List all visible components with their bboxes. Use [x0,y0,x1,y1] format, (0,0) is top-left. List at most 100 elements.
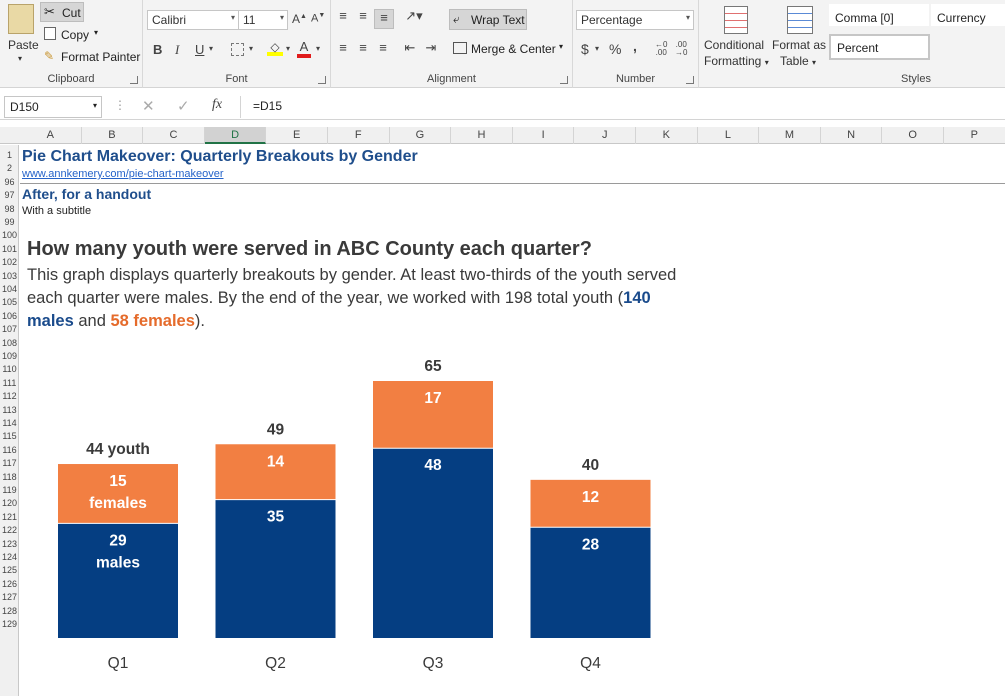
row-header-102[interactable]: 102 [1,257,18,268]
formula-input[interactable]: =D15 [240,96,1003,118]
row-header-119[interactable]: 119 [2,485,17,495]
row-header-127[interactable]: 127 [1,592,18,603]
row-header-2[interactable]: 2 [6,163,12,174]
increase-decimal-icon[interactable]: ←0.00 [655,40,668,57]
comma-button[interactable]: , [633,38,637,54]
column-header-L[interactable]: L [698,127,760,144]
number-format-select[interactable]: Percentage ▾ [576,10,694,30]
copy-button[interactable]: Copy ▾ [42,26,112,44]
comma0-style[interactable]: Comma [0] [829,4,929,26]
row-header-125[interactable]: 125 [1,565,18,576]
row-header-121[interactable]: 121 [1,511,18,522]
paste-button[interactable]: Paste [8,38,39,52]
column-header-F[interactable]: F [328,127,390,144]
row-header-100[interactable]: 100 [1,230,18,241]
grow-font-icon[interactable]: A▲ [292,12,307,26]
column-header-J[interactable]: J [574,127,636,144]
paste-dropdown-icon[interactable]: ▾ [18,54,23,63]
more-options-icon[interactable]: ⋮ [114,98,126,112]
row-header-107[interactable]: 107 [1,324,18,335]
borders-icon[interactable] [231,43,244,56]
font-name-select[interactable]: Calibri ▾ [147,10,239,30]
row-header-122[interactable]: 122 [1,525,18,536]
decrease-indent-icon[interactable]: ⇤ [404,40,416,55]
row-header-99[interactable]: 99 [4,217,15,227]
name-box[interactable]: D150 ▾ [4,96,102,118]
row-header-101[interactable]: 101 [1,243,18,254]
decrease-decimal-icon[interactable]: .00 →0 [675,40,688,57]
cancel-icon[interactable]: ✕ [142,98,155,115]
align-right-icon[interactable]: ≡ [379,40,387,55]
align-left-icon[interactable]: ≡ [339,40,347,55]
cut-button[interactable]: ✂ Cut [40,2,84,22]
column-header-O[interactable]: O [882,127,944,144]
row-header-124[interactable]: 124 [1,552,18,562]
source-link[interactable]: www.annkemery.com/pie-chart-makeover [22,168,224,180]
row-header-98[interactable]: 98 [4,203,15,214]
column-header-K[interactable]: K [636,127,698,144]
underline-dropdown-icon[interactable]: ▾ [209,44,214,53]
column-header-M[interactable]: M [759,127,821,144]
row-header-103[interactable]: 103 [1,270,18,281]
row-header-108[interactable]: 108 [1,337,18,348]
row-header-110[interactable]: 110 [2,364,17,375]
column-header-A[interactable]: A [20,127,82,144]
row-header-114[interactable]: 114 [2,418,17,428]
row-header-106[interactable]: 106 [1,310,18,321]
column-header-H[interactable]: H [451,127,513,144]
row-header-1[interactable]: 1 [6,150,12,160]
row-header-111[interactable]: 111 [2,377,17,388]
clipboard-launcher-icon[interactable] [130,76,138,84]
row-header-97[interactable]: 97 [4,190,15,201]
row-header-128[interactable]: 128 [1,605,18,616]
column-header-D[interactable]: D [204,127,267,144]
row-header-115[interactable]: 115 [2,431,17,442]
currency-dropdown-icon[interactable]: ▾ [595,44,600,53]
shrink-font-icon[interactable]: A▼ [311,12,326,25]
format-painter-button[interactable]: ✎ Format Painter [42,48,142,66]
italic-button[interactable]: I [175,42,180,57]
font-color-icon[interactable]: A [297,39,311,58]
fill-dropdown-icon[interactable]: ▾ [286,44,291,53]
column-header-C[interactable]: C [143,127,205,144]
row-header-117[interactable]: 117 [2,458,17,469]
row-header-105[interactable]: 105 [1,297,18,308]
percent-style[interactable]: Percent [829,34,930,60]
column-header-B[interactable]: B [82,127,144,144]
row-header-96[interactable]: 96 [4,176,15,187]
format-as-table-button[interactable]: Format as Table ▾ [771,4,827,70]
row-header-104[interactable]: 104 [1,284,18,294]
row-header-112[interactable]: 112 [2,391,17,402]
borders-dropdown-icon[interactable]: ▾ [249,44,254,53]
row-header-109[interactable]: 109 [1,351,18,361]
increase-indent-icon[interactable]: ⇥ [425,40,437,55]
row-header-116[interactable]: 116 [2,444,17,455]
row-header-129[interactable]: 129 [1,619,18,629]
percent-button[interactable]: % [609,41,622,57]
column-header-N[interactable]: N [821,127,883,144]
font-launcher-icon[interactable] [318,76,326,84]
column-header-G[interactable]: G [390,127,452,144]
conditional-formatting-button[interactable]: Conditional Formatting ▾ [702,4,770,70]
row-header-120[interactable]: 120 [1,498,18,509]
currency-style[interactable]: Currency [931,4,1005,26]
paste-icon[interactable] [8,4,34,34]
merge-center-button[interactable]: Merge & Center ▾ [451,40,569,58]
stacked-bar-chart[interactable]: 29 males 15 females 44 youth Q1 35 14 49 Q2 48 17 65… [20,145,1005,696]
bold-button[interactable]: B [153,42,163,57]
row-header-118[interactable]: 118 [2,471,17,482]
column-header-I[interactable]: I [513,127,575,144]
fill-color-icon[interactable]: ◇ [267,40,283,56]
alignment-launcher-icon[interactable] [560,76,568,84]
insert-function-icon[interactable]: fx [212,97,223,112]
row-header-113[interactable]: 113 [2,404,17,415]
underline-button[interactable]: U [195,42,205,57]
currency-button[interactable]: $ [581,41,589,57]
align-middle-icon[interactable]: ≡ [359,8,367,23]
row-header-126[interactable]: 126 [1,578,18,589]
worksheet[interactable]: Pie Chart Makeover: Quarterly Breakouts … [20,145,1005,696]
enter-icon[interactable]: ✓ [177,98,190,115]
row-header-123[interactable]: 123 [1,538,18,549]
align-center-icon[interactable]: ≡ [359,40,367,55]
font-size-select[interactable]: 11 ▾ [238,10,288,30]
